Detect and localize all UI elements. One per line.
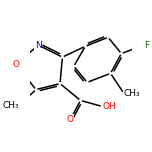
Text: OH: OH <box>102 102 116 111</box>
Text: N: N <box>35 41 42 50</box>
Text: CH₃: CH₃ <box>3 101 19 110</box>
Text: CH₃: CH₃ <box>124 89 140 98</box>
Text: F: F <box>144 41 149 50</box>
Text: O: O <box>13 60 20 69</box>
Text: O: O <box>67 115 74 124</box>
